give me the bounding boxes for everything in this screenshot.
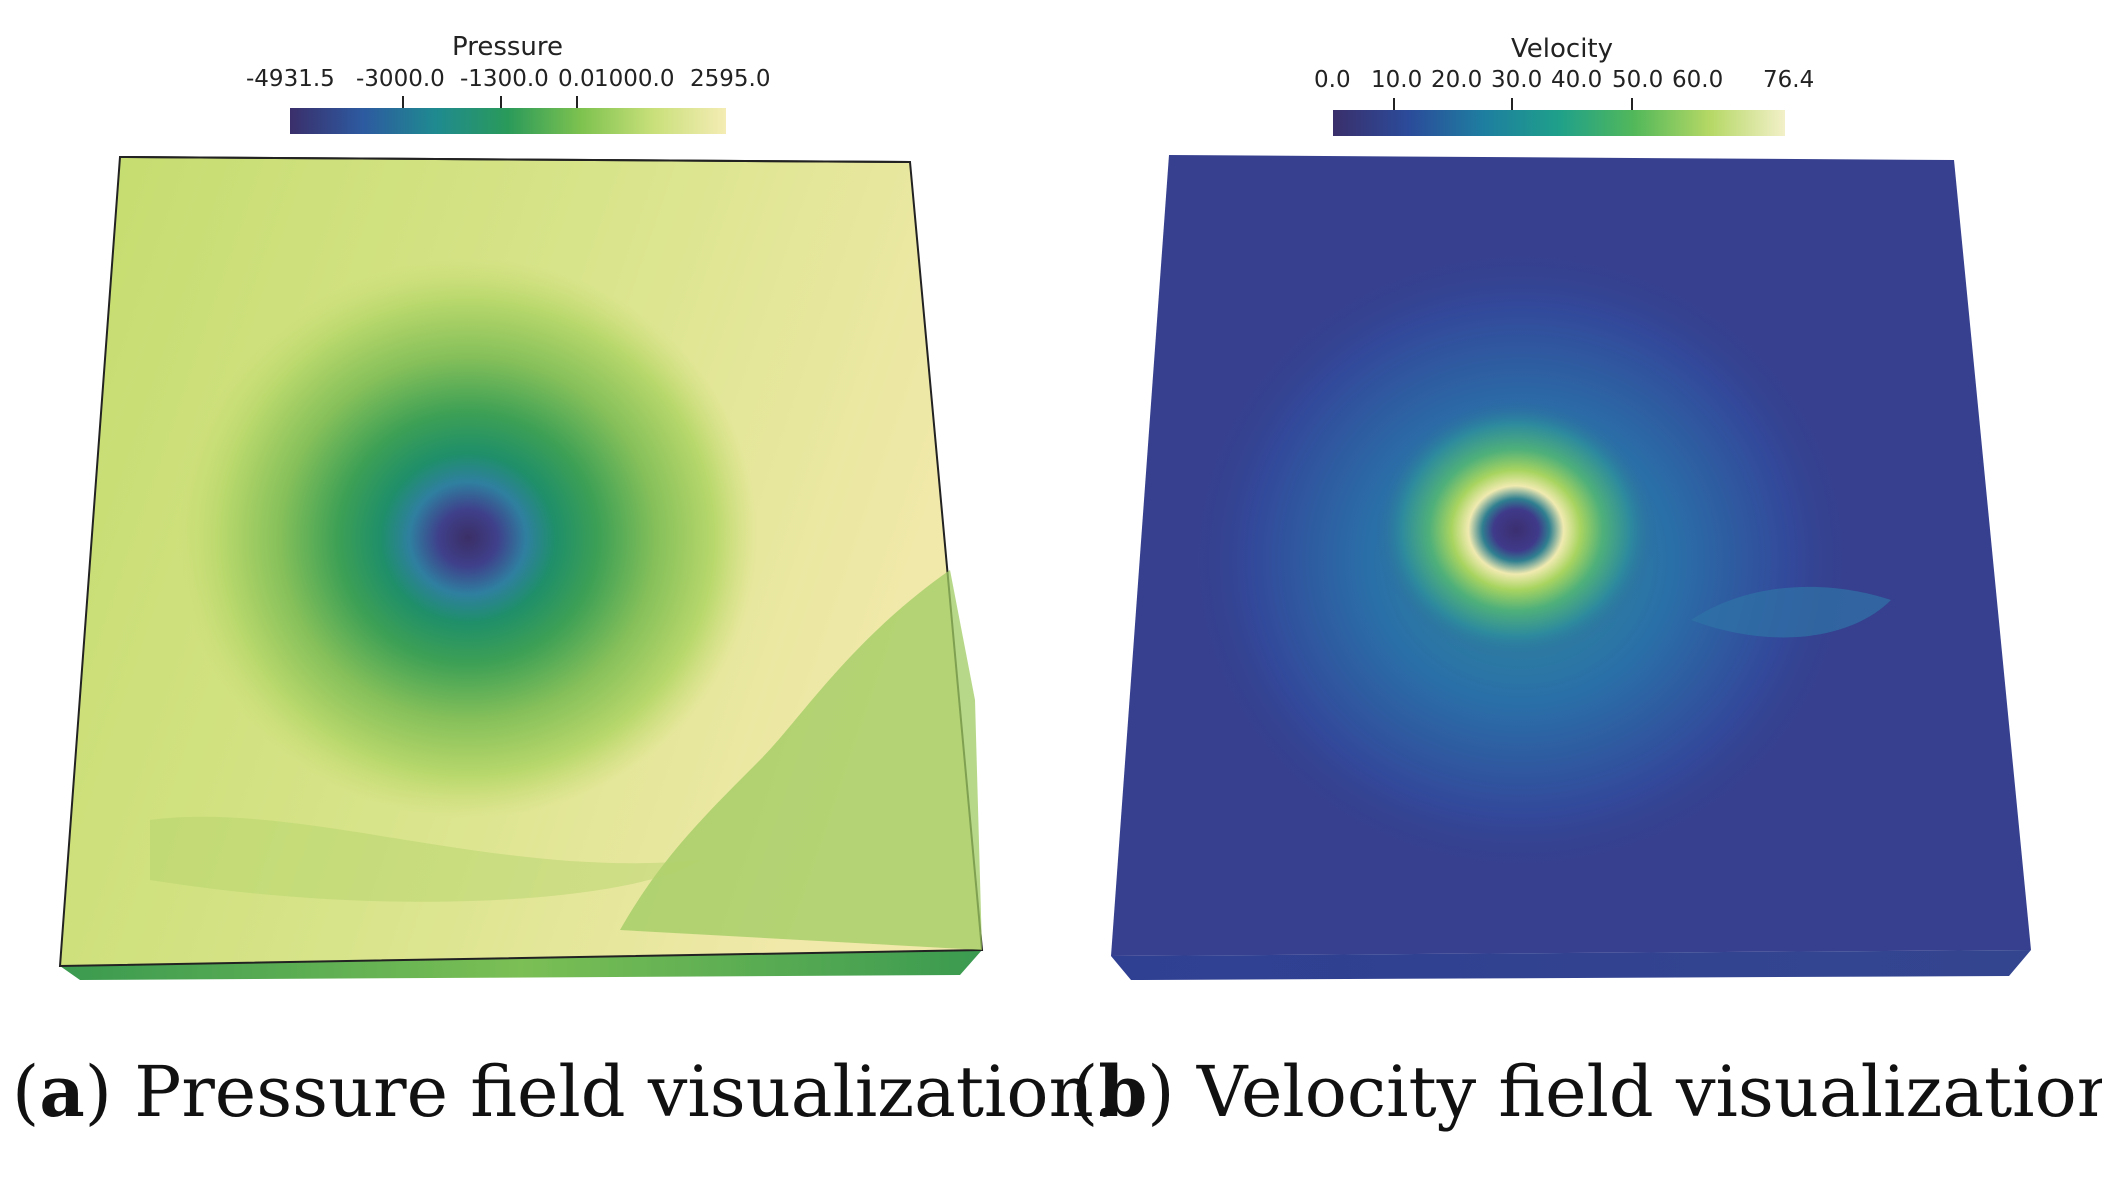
- velocity-colorbar-title: Velocity: [1511, 34, 1613, 64]
- pressure-tick-label: 1000.0: [594, 66, 675, 92]
- pressure-terrain-patch: [620, 570, 982, 950]
- pressure-colorbar: [290, 108, 726, 134]
- velocity-tick-label: 20.0: [1431, 67, 1483, 93]
- velocity-tick-label: 10.0: [1371, 67, 1423, 93]
- velocity-tick-label: 50.0: [1612, 67, 1664, 93]
- pressure-colorbar-title: Pressure: [452, 32, 564, 62]
- pressure-tick-mark: [402, 96, 404, 108]
- pressure-tick-label: -4931.5: [246, 66, 335, 92]
- velocity-field-render: [1111, 155, 2031, 980]
- velocity-colorbar: [1333, 110, 1785, 136]
- caption-pressure: (a) Pressure field visualization.: [12, 1050, 1116, 1133]
- pressure-field-render: [58, 155, 984, 980]
- pressure-tick-label: -3000.0: [356, 66, 445, 92]
- panel-pressure: Pressure -4931.5 -3000.0 -1300.0 0.0 100…: [12, 32, 1116, 1133]
- velocity-vortex: [1376, 400, 1656, 660]
- velocity-box-bottom-side: [1111, 950, 2031, 980]
- velocity-tick-label: 30.0: [1491, 67, 1543, 93]
- pressure-terrain-patch: [150, 816, 700, 902]
- velocity-tick-label: 0.0: [1314, 67, 1351, 93]
- caption-text: Pressure field visualization.: [111, 1051, 1116, 1133]
- panel-velocity: Velocity 0.0 10.0 20.0 30.0 40.0 50.0 60…: [1051, 0, 2102, 1187]
- velocity-tick-mark: [1631, 98, 1633, 110]
- pressure-tick-label: 2595.0: [690, 66, 771, 92]
- pressure-box-bottom-side: [60, 950, 982, 980]
- pressure-vortex: [178, 258, 758, 818]
- pressure-tick-label: 0.0: [558, 66, 595, 92]
- pressure-tick-mark: [576, 96, 578, 108]
- pressure-tick-label: -1300.0: [460, 66, 549, 92]
- caption-text: Velocity field visualization.: [1174, 1051, 2102, 1133]
- pressure-box-edge: [119, 156, 911, 163]
- velocity-tick-mark: [1393, 98, 1395, 110]
- velocity-tick-label: 76.4: [1763, 67, 1815, 93]
- velocity-tick-label: 60.0: [1672, 67, 1724, 93]
- velocity-tick-label: 40.0: [1551, 67, 1603, 93]
- velocity-tick-mark: [1511, 98, 1513, 110]
- caption-velocity: (b) Velocity field visualization.: [1071, 1050, 2102, 1133]
- caption-letter: b: [1098, 1050, 1148, 1133]
- velocity-terrain-patch: [1691, 586, 1891, 638]
- pressure-tick-mark: [500, 96, 502, 108]
- caption-letter: a: [39, 1050, 85, 1133]
